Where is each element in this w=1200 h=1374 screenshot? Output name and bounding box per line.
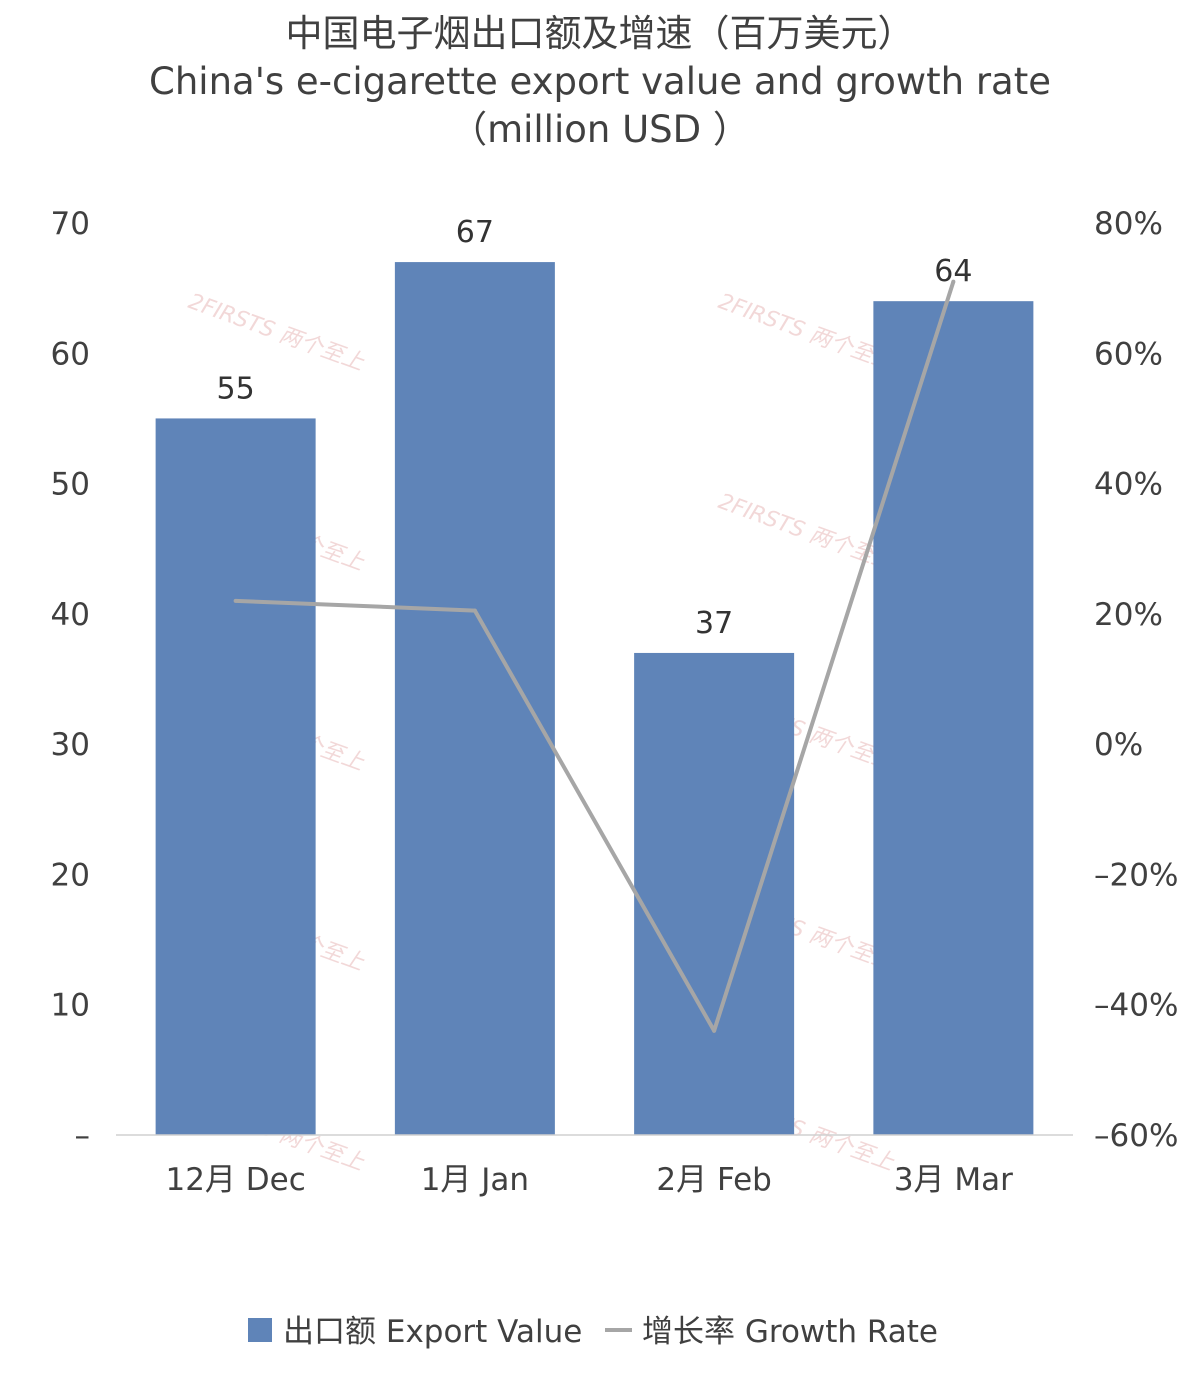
bar bbox=[634, 652, 795, 1135]
right-axis-tick-label: 60% bbox=[1094, 336, 1163, 372]
bar-value-label: 55 bbox=[217, 371, 255, 406]
legend-bar-swatch bbox=[248, 1318, 272, 1342]
category-label: 12月 Dec bbox=[165, 1162, 305, 1198]
left-axis-tick-label: 50 bbox=[51, 467, 90, 503]
growth-rate-line bbox=[235, 281, 956, 1033]
title-line-en: China's e-cigarette export value and gro… bbox=[149, 60, 1051, 103]
growth-rate-point bbox=[712, 1028, 717, 1033]
legend-bar-label: 出口额 Export Value bbox=[283, 1314, 582, 1350]
left-axis-tick-label: 60 bbox=[51, 336, 90, 372]
left-axis: – 10 20 30 40 50 60 70 bbox=[51, 206, 90, 1154]
right-axis: –60% –40% –20% 0% 20% 40% 60% 80% bbox=[1094, 206, 1178, 1154]
left-axis-tick-label: 20 bbox=[51, 857, 90, 893]
right-axis-tick-label: 40% bbox=[1094, 467, 1163, 503]
watermark-text: 2FIRSTS 两个至上 bbox=[715, 289, 898, 376]
bar-data-labels: 55 67 37 64 bbox=[217, 215, 973, 641]
left-axis-tick-label: 70 bbox=[51, 206, 90, 242]
category-label: 2月 Feb bbox=[656, 1162, 771, 1198]
right-axis-tick-label: 0% bbox=[1094, 727, 1143, 763]
growth-rate-point bbox=[951, 279, 956, 284]
watermark-text: 2FIRSTS 两个至上 bbox=[715, 489, 898, 576]
bar-series bbox=[155, 262, 1034, 1136]
right-axis-tick-label: 20% bbox=[1094, 597, 1163, 633]
left-axis-tick-label: – bbox=[75, 1118, 91, 1154]
right-axis-tick-label: –60% bbox=[1094, 1118, 1178, 1154]
bar-value-label: 64 bbox=[934, 254, 972, 289]
growth-rate-point bbox=[233, 598, 238, 603]
legend-line-label: 增长率 Growth Rate bbox=[642, 1314, 938, 1350]
category-label: 1月 Jan bbox=[421, 1162, 529, 1198]
line-series bbox=[233, 279, 956, 1033]
right-axis-tick-label: –20% bbox=[1094, 857, 1178, 893]
left-axis-tick-label: 10 bbox=[51, 988, 90, 1024]
title-line-cn: 中国电子烟出口额及增速（百万美元） bbox=[286, 12, 915, 55]
category-label: 3月 Mar bbox=[894, 1162, 1013, 1198]
growth-rate-point bbox=[472, 608, 477, 613]
chart-title: 中国电子烟出口额及增速（百万美元） China's e-cigarette ex… bbox=[149, 12, 1051, 151]
left-axis-tick-label: 30 bbox=[51, 727, 90, 763]
right-axis-tick-label: –40% bbox=[1094, 988, 1178, 1024]
bar-value-label: 67 bbox=[456, 215, 494, 250]
bar bbox=[394, 262, 555, 1136]
right-axis-tick-label: 80% bbox=[1094, 206, 1163, 242]
category-axis: 12月 Dec 1月 Jan 2月 Feb 3月 Mar bbox=[165, 1162, 1013, 1198]
left-axis-tick-label: 40 bbox=[51, 597, 90, 633]
bar bbox=[873, 301, 1034, 1136]
title-line-unit: （million USD ） bbox=[450, 108, 750, 151]
legend: 出口额 Export Value 增长率 Growth Rate bbox=[248, 1314, 938, 1350]
bar-value-label: 37 bbox=[695, 606, 733, 641]
watermark-text: 2FIRSTS 两个至上 bbox=[185, 289, 368, 376]
bar bbox=[155, 418, 316, 1135]
